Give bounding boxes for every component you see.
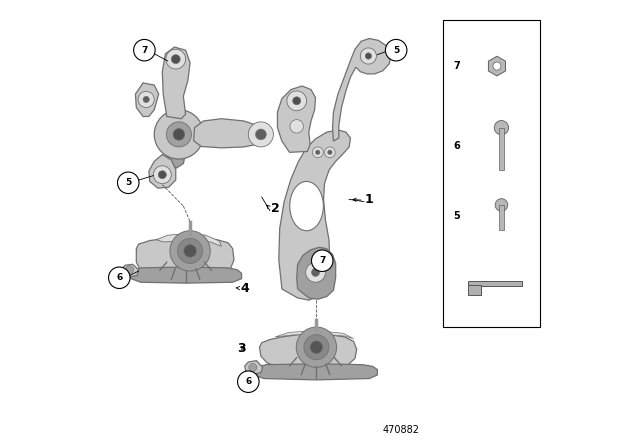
Text: 6: 6 xyxy=(453,141,460,151)
Circle shape xyxy=(166,122,191,147)
Polygon shape xyxy=(136,83,159,116)
Circle shape xyxy=(170,231,210,271)
Circle shape xyxy=(312,250,333,271)
Circle shape xyxy=(154,166,172,184)
Circle shape xyxy=(365,53,372,59)
Circle shape xyxy=(304,335,329,360)
Polygon shape xyxy=(297,247,336,299)
Polygon shape xyxy=(278,86,316,152)
Bar xyxy=(499,205,504,230)
Circle shape xyxy=(290,120,303,133)
Polygon shape xyxy=(275,331,353,339)
Polygon shape xyxy=(136,237,234,282)
Circle shape xyxy=(287,91,307,111)
Text: 3: 3 xyxy=(237,342,246,355)
Text: 7: 7 xyxy=(453,61,460,71)
Circle shape xyxy=(312,268,319,276)
Polygon shape xyxy=(279,130,351,300)
Circle shape xyxy=(166,49,186,69)
Polygon shape xyxy=(165,134,188,168)
Circle shape xyxy=(495,199,508,211)
Polygon shape xyxy=(253,364,378,380)
Polygon shape xyxy=(260,334,356,370)
Circle shape xyxy=(249,363,257,371)
Circle shape xyxy=(118,172,139,194)
Polygon shape xyxy=(194,119,264,148)
Circle shape xyxy=(177,238,203,263)
Text: 6: 6 xyxy=(245,377,252,386)
Polygon shape xyxy=(122,264,139,277)
Text: 7: 7 xyxy=(319,256,325,265)
Circle shape xyxy=(237,371,259,392)
Circle shape xyxy=(296,327,337,367)
Circle shape xyxy=(324,147,335,158)
Circle shape xyxy=(328,150,332,155)
Text: 7: 7 xyxy=(141,46,148,55)
Polygon shape xyxy=(488,56,506,76)
Circle shape xyxy=(184,245,196,257)
Circle shape xyxy=(173,129,185,140)
Circle shape xyxy=(138,91,154,108)
Bar xyxy=(499,128,504,170)
Text: 6: 6 xyxy=(116,273,122,282)
Polygon shape xyxy=(130,267,242,283)
Bar xyxy=(443,20,540,327)
Circle shape xyxy=(255,129,266,140)
Circle shape xyxy=(493,62,501,70)
Text: 4: 4 xyxy=(240,282,249,296)
Polygon shape xyxy=(163,47,190,119)
Polygon shape xyxy=(149,155,176,188)
Polygon shape xyxy=(333,39,391,141)
Text: 470882: 470882 xyxy=(382,425,419,435)
Text: 2: 2 xyxy=(271,202,280,215)
Circle shape xyxy=(292,97,301,105)
Bar xyxy=(468,285,481,296)
Text: 5: 5 xyxy=(453,211,460,221)
Circle shape xyxy=(248,122,273,147)
Text: 5: 5 xyxy=(125,178,131,187)
Circle shape xyxy=(360,48,376,64)
Circle shape xyxy=(310,341,323,353)
Polygon shape xyxy=(244,361,262,374)
Text: 1: 1 xyxy=(365,193,374,206)
Ellipse shape xyxy=(290,181,323,231)
Circle shape xyxy=(316,150,320,155)
Circle shape xyxy=(158,171,166,179)
Circle shape xyxy=(312,147,323,158)
Circle shape xyxy=(109,267,130,289)
Polygon shape xyxy=(157,234,221,246)
Text: 5: 5 xyxy=(393,46,399,55)
Circle shape xyxy=(125,266,134,274)
Circle shape xyxy=(134,39,155,61)
Polygon shape xyxy=(468,281,522,286)
Circle shape xyxy=(172,55,180,64)
Circle shape xyxy=(494,121,509,135)
Circle shape xyxy=(143,96,149,103)
Circle shape xyxy=(306,263,325,282)
Circle shape xyxy=(154,110,204,159)
Circle shape xyxy=(385,39,407,61)
